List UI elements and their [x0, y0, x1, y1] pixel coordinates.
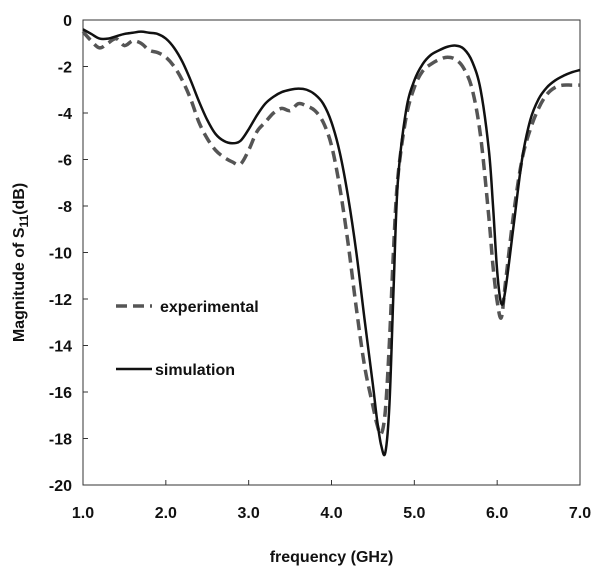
x-tick-label: 7.0 — [569, 505, 591, 522]
y-tick-label: -20 — [49, 478, 72, 495]
y-tick-label: -4 — [58, 106, 72, 123]
series-line-experimental — [81, 30, 580, 437]
y-tick-label: -18 — [49, 432, 72, 449]
y-tick-label: -16 — [49, 385, 72, 402]
y-axis-title-main: Magnitude of S — [11, 227, 28, 342]
y-axis-title-suffix: (dB) — [11, 183, 28, 215]
y-axis: 0 -2 -4 -6 -8 -10 -12 -14 -16 -18 -20 — [49, 13, 88, 495]
plot-area — [82, 19, 581, 486]
y-tick-label: 0 — [63, 13, 72, 30]
y-tick-label: -12 — [49, 292, 72, 309]
series-lines — [81, 28, 581, 457]
x-tick-label: 5.0 — [403, 505, 425, 522]
y-tick-label: -6 — [58, 153, 72, 170]
y-tick-label: -14 — [49, 339, 72, 356]
legend-label-simulation: simulation — [155, 362, 235, 379]
y-axis-title-sub: 11 — [17, 214, 31, 227]
x-tick-label: 4.0 — [320, 505, 342, 522]
y-axis-title: Magnitude of S11(dB) — [11, 183, 31, 342]
x-tick-label: 2.0 — [155, 505, 177, 522]
x-tick-label: 6.0 — [486, 505, 508, 522]
y-tick-label: -8 — [58, 199, 72, 216]
x-axis: 1.0 2.0 3.0 4.0 5.0 6.0 7.0 — [72, 480, 591, 522]
x-tick-label: 3.0 — [238, 505, 260, 522]
series-line-simulation — [82, 28, 581, 457]
y-tick-label: -10 — [49, 246, 72, 263]
plot-border — [82, 19, 581, 486]
x-axis-title: frequency (GHz) — [270, 549, 394, 566]
legend-label-experimental: experimental — [160, 299, 259, 316]
x-tick-label: 1.0 — [72, 505, 94, 522]
y-tick-label: -2 — [58, 60, 72, 77]
legend: experimental simulation — [116, 299, 259, 379]
